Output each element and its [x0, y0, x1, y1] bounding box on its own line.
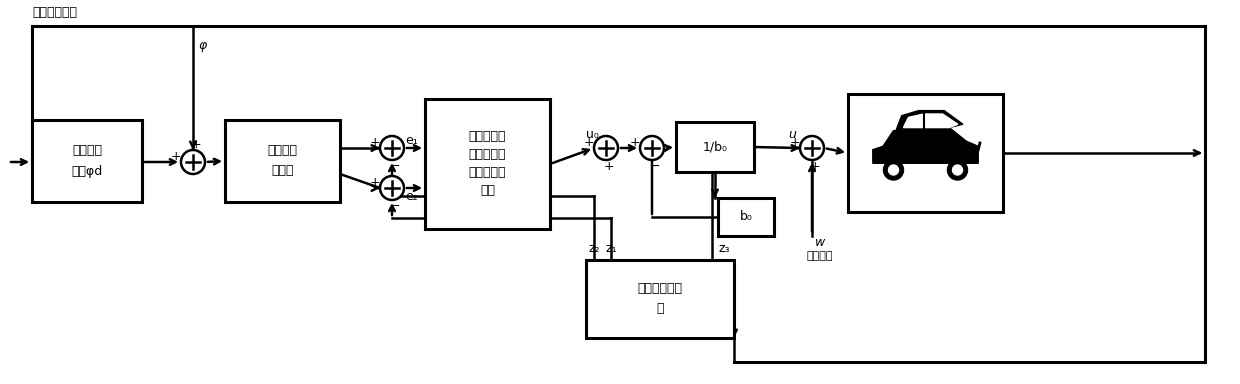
Circle shape: [181, 150, 205, 174]
Text: z₃: z₃: [718, 242, 730, 255]
Circle shape: [379, 136, 404, 160]
Circle shape: [800, 136, 825, 160]
Text: 制律: 制律: [480, 184, 495, 197]
Text: 理想的偏: 理想的偏: [72, 144, 102, 157]
Bar: [224, 120, 340, 202]
Bar: [848, 94, 1003, 212]
Text: 车辆实际位姿: 车辆实际位姿: [32, 5, 77, 18]
Circle shape: [594, 136, 618, 160]
Polygon shape: [873, 127, 978, 163]
Text: 误差反馈控: 误差反馈控: [469, 166, 506, 179]
Text: 非奇异终端: 非奇异终端: [469, 129, 506, 142]
Text: e₂: e₂: [405, 189, 418, 202]
Bar: [718, 198, 774, 236]
Circle shape: [889, 165, 899, 175]
Text: u: u: [789, 127, 796, 141]
Text: +: +: [584, 136, 594, 149]
Polygon shape: [904, 114, 957, 127]
Bar: [32, 120, 143, 202]
Text: +: +: [370, 177, 381, 189]
Circle shape: [952, 165, 962, 175]
Text: +: +: [810, 159, 821, 172]
Text: 器: 器: [656, 303, 663, 316]
Text: φ: φ: [198, 40, 207, 53]
Polygon shape: [893, 111, 963, 131]
Text: b₀: b₀: [739, 210, 753, 223]
Text: +: +: [171, 151, 181, 164]
Text: +: +: [370, 136, 381, 149]
Text: +: +: [630, 136, 640, 149]
Text: 航角φd: 航角φd: [72, 164, 103, 177]
Text: +: +: [191, 137, 201, 151]
Text: 外部扰动: 外部扰动: [807, 251, 833, 261]
Circle shape: [640, 136, 663, 160]
Text: −: −: [389, 159, 401, 172]
Text: +: +: [790, 136, 800, 149]
Text: z₁: z₁: [605, 242, 616, 255]
Text: u₀: u₀: [585, 127, 599, 141]
Bar: [587, 260, 734, 338]
Circle shape: [379, 176, 404, 200]
Text: −: −: [389, 200, 401, 212]
Text: 偏航角锁: 偏航角锁: [268, 144, 298, 157]
Bar: [676, 122, 754, 172]
Text: −: −: [650, 159, 660, 172]
Text: 滑膜非线性: 滑膜非线性: [469, 147, 506, 161]
Text: 1/b₀: 1/b₀: [703, 141, 728, 154]
Circle shape: [947, 160, 967, 180]
Text: 定系统: 定系统: [272, 164, 294, 177]
Bar: [425, 99, 551, 229]
Text: e₁: e₁: [405, 134, 418, 147]
Text: z₂: z₂: [588, 242, 600, 255]
Circle shape: [883, 160, 904, 180]
Text: 扩张状态观测: 扩张状态观测: [637, 283, 682, 296]
Text: +: +: [604, 159, 614, 172]
Text: w: w: [815, 235, 825, 248]
